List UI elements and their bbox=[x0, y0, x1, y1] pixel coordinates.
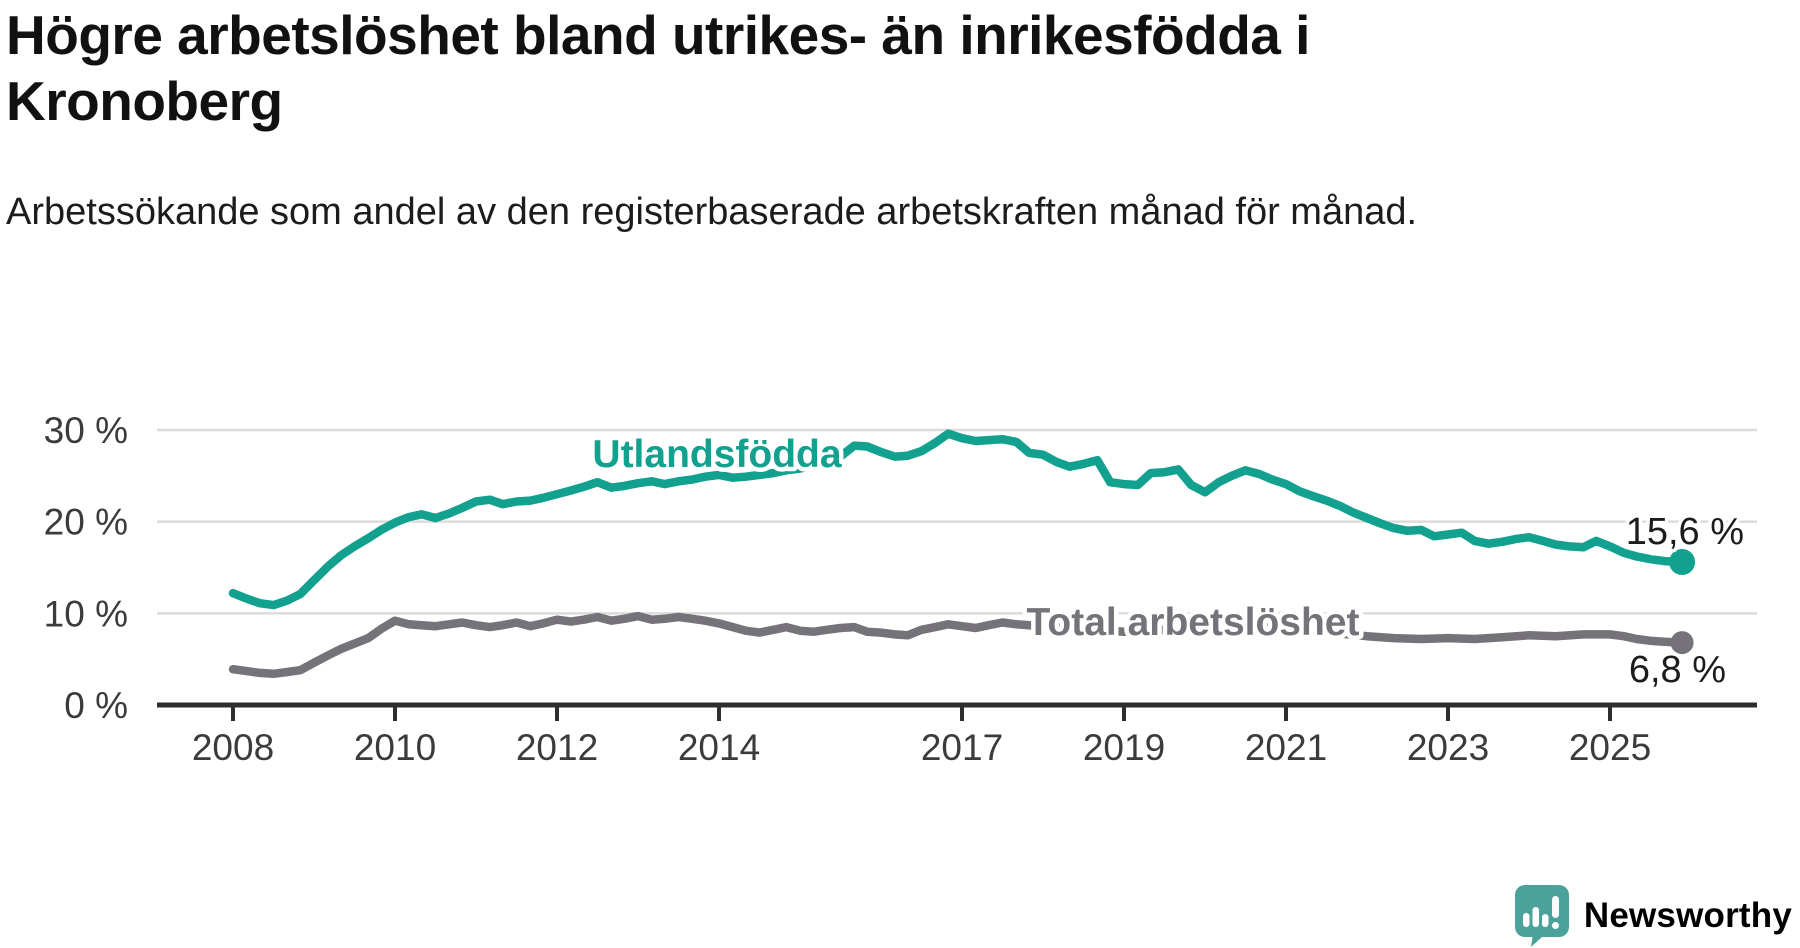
end-dot-utlandsfodda bbox=[1669, 548, 1696, 575]
x-tick-label-2010: 2010 bbox=[354, 727, 436, 768]
x-tick-label-2012: 2012 bbox=[516, 727, 598, 768]
newsworthy-logo-icon bbox=[1514, 885, 1569, 947]
chart-subtitle: Arbetssökande som andel av den registerb… bbox=[6, 191, 1418, 233]
bar-chart-glyph bbox=[1522, 896, 1559, 929]
y-tick-label-20: 20 % bbox=[44, 502, 128, 543]
newsworthy-logo-text: Newsworthy bbox=[1583, 896, 1792, 935]
end-dot-total-arbetsloshet bbox=[1670, 631, 1694, 655]
data-line-total-arbetsloshet bbox=[228, 611, 1687, 679]
series-label-utlandsfodda: Utlandsfödda bbox=[592, 433, 841, 476]
x-axis bbox=[157, 702, 1757, 721]
chart-title: Högre arbetslöshet bland utrikes- än inr… bbox=[6, 4, 1310, 132]
plot-lines bbox=[228, 429, 1696, 679]
axis-tick-labels: 0 % 10 % 20 % 30 % 2008 2010 2012 2014 2017 2019 2… bbox=[44, 410, 1652, 768]
gridlines bbox=[157, 428, 1757, 615]
x-tick-label-2008: 2008 bbox=[192, 727, 274, 768]
x-tick-label-2023: 2023 bbox=[1407, 727, 1489, 768]
x-tick-label-2019: 2019 bbox=[1083, 727, 1165, 768]
x-tick-label-2017: 2017 bbox=[921, 727, 1003, 768]
end-value-label-utlandsfodda: 15,6 % bbox=[1626, 511, 1744, 553]
y-tick-label-0: 0 % bbox=[64, 685, 128, 726]
x-tick-label-2014: 2014 bbox=[678, 727, 760, 768]
x-tick-label-2025: 2025 bbox=[1569, 727, 1651, 768]
y-tick-label-10: 10 % bbox=[44, 593, 128, 634]
newsworthy-logo: Newsworthy bbox=[1514, 884, 1792, 948]
data-line-utlandsfodda bbox=[228, 429, 1687, 610]
x-tick-label-2021: 2021 bbox=[1245, 727, 1327, 768]
y-tick-label-30: 30 % bbox=[44, 410, 128, 451]
end-value-label-total: 6,8 % bbox=[1629, 649, 1726, 691]
series-label-total-arbetsloshet: Total arbetslöshet bbox=[1026, 601, 1359, 644]
